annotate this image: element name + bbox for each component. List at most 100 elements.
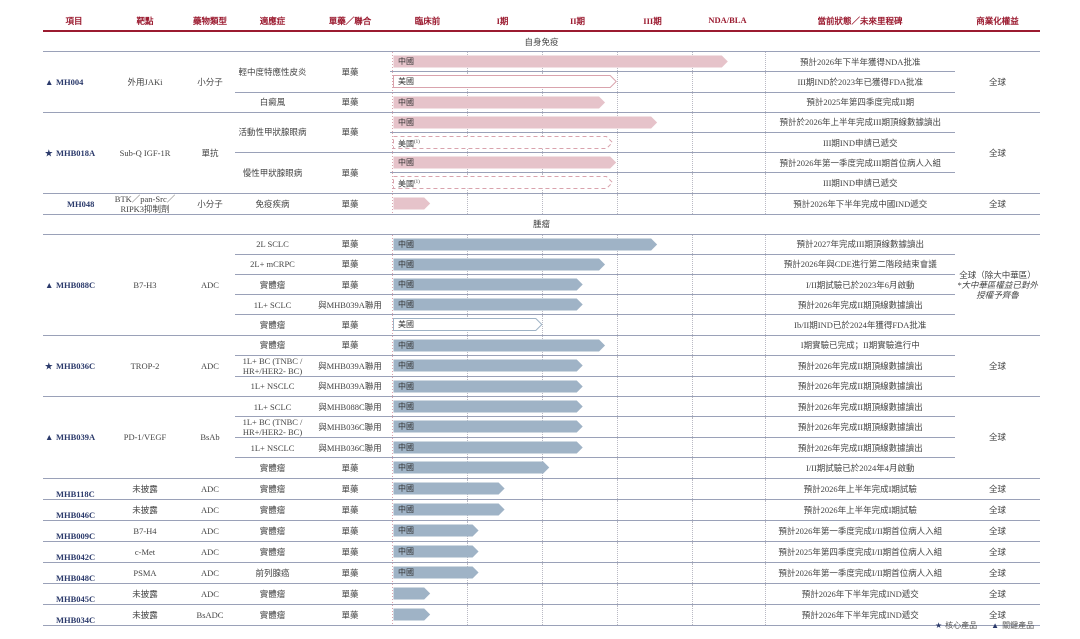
star-icon: ★ [45,360,53,371]
table-row: MHB034C 未披露 BsADC 實體瘤 單藥 預計2026年下半年完成IND遞交 全球 [43,604,1040,626]
rights-text: 全球 [988,567,1006,578]
phase-gridline [617,499,618,520]
header-0: 項目 [43,12,105,32]
phase-gridline [617,604,618,625]
progress-bar-arrow [393,298,583,311]
section-header: 自身免疫 [43,31,1040,53]
combo-cell: 單藥 [310,499,390,521]
status-cell: 預計2026年完成II期頂線數據讀出 [764,294,955,316]
region-name: 中國 [398,280,414,290]
phase-gridline [617,173,618,193]
phase-gridline [692,562,693,583]
status-cell: 預計2025年第四季度完成I/II期首位病人入組 [764,541,955,563]
header-phase-9: NDA/BLA [708,15,747,25]
footnote-marker: (1) [414,180,420,186]
rights-text: 全球 [988,76,1006,87]
phase-cell: 中國 [390,396,765,418]
phase-gridline [617,397,618,417]
phase-gridline [542,583,543,604]
project-id: MHB034C [56,614,96,625]
progress-bar-arrow [393,258,606,271]
indication-cell: 實體瘤 [235,478,310,500]
phase-gridline [617,315,618,335]
project-cell: ★ MHB036C [43,335,105,398]
phase-cell: 中國 [390,520,765,542]
triangle-icon: ▲ [45,432,54,443]
header-phase-5: 臨床前 [414,16,441,26]
phase-gridline [542,604,543,625]
region-name: 中國 [398,567,414,577]
project-cell: MHB009C [43,520,105,542]
progress-bar [393,258,606,271]
drug-type-cell: ADC [185,234,235,336]
combo-cell: 單藥 [310,234,390,255]
progress-bar-arrow [393,55,728,68]
progress-bar-arrow [393,461,550,474]
region-label: 中國 [398,118,414,128]
pipeline-table: 項目 靶點 藥物類型 適應症 單藥／聯合 臨床前 I期 II期 III期 NDA/BLA 當前狀態／… [43,12,1040,626]
phase-gridline [617,458,618,478]
progress-bar-arrow [393,318,543,332]
project-cell: ▲ MH004 [43,51,105,113]
phase-gridline [692,583,693,604]
rights-cell: 全球 [955,499,1040,521]
progress-bar-arrow [393,176,614,190]
project-cell: MHB045C [43,583,105,605]
region-label: 中國 [398,505,414,515]
phase-gridline [692,604,693,625]
phase-gridline [692,541,693,562]
table-row: 1L+ NSCLC 與MHB036C聯用 中國 預計2026年完成II期頂線數據讀出 [43,437,1040,459]
drug-type-cell: ADC [185,541,235,563]
progress-bar-arrow [393,278,583,291]
status-cell: 預計2026年完成II期頂線數據讀出 [764,416,955,439]
table-row: 實體瘤 單藥 中國 I/II期試驗已於2023年6月啟動 [43,274,1040,296]
section-title: 自身免疫 [43,31,1040,53]
phase-cell: 美國(1) [390,132,765,154]
progress-bar [393,135,614,149]
rights-text: 全球 [988,198,1006,209]
phase-gridline [692,355,693,376]
phase-cell: 美國 [390,71,765,93]
phase-cell: 中國 [390,92,765,113]
rights-cell: 全球 [955,51,1040,113]
phase-gridline [542,315,543,335]
rights-cell: 全球（除大中華區） *大中華區權益已對外授權予齊魯 [955,234,1040,336]
region-label: 中國 [398,361,414,371]
indication-cell: 實體瘤 [235,541,310,563]
phase-gridline [692,275,693,295]
progress-bar-arrow [393,238,658,251]
project-id: MH004 [56,76,84,87]
indication-cell: 實體瘤 [235,314,310,336]
project-cell: MHB118C [43,478,105,500]
star-icon: ★ [935,621,943,630]
combo-cell: 單藥 [310,274,390,296]
table-row: 美國(1) III期IND申請已遞交 [43,132,1040,154]
drug-type-cell: ADC [185,335,235,398]
progress-bar [393,566,479,579]
region-name: 中國 [398,300,414,310]
phase-gridline [542,478,543,499]
combo-cell: 單藥 [310,457,390,479]
progress-bar [393,278,583,291]
phase-gridline [467,583,468,604]
header-phases: 臨床前 I期 II期 III期 NDA/BLA [390,12,765,32]
phase-cell: 中國 [390,51,765,73]
target-cell: B7-H4 [105,520,185,542]
phase-gridline [692,153,693,173]
header-3: 適應症 [235,12,310,32]
legend-item: ★ 核心產品 [935,621,977,630]
phase-cell: 中國 [390,294,765,316]
progress-bar [393,298,583,311]
rights-text: 全球 [988,588,1006,599]
table-row: MHB046C 未披露 ADC 實體瘤 單藥 中國 預計2026年上半年完成I期試驗 全球 [43,499,1040,521]
rights-text: 全球 [988,432,1006,443]
status-cell: III期IND申請已遞交 [764,132,955,154]
region-label: 中國 [398,422,414,432]
progress-bar [393,197,431,209]
status-cell: 預計2026年完成II期頂線數據讀出 [764,355,955,377]
table-row: 實體瘤 單藥 美國 Ib/II期IND已於2024年獲得FDA批准 [43,314,1040,336]
project-id: MHB039A [56,432,96,443]
progress-bar [393,608,431,621]
combo-cell: 單藥 [310,583,390,605]
triangle-icon: ▲ [45,76,54,87]
